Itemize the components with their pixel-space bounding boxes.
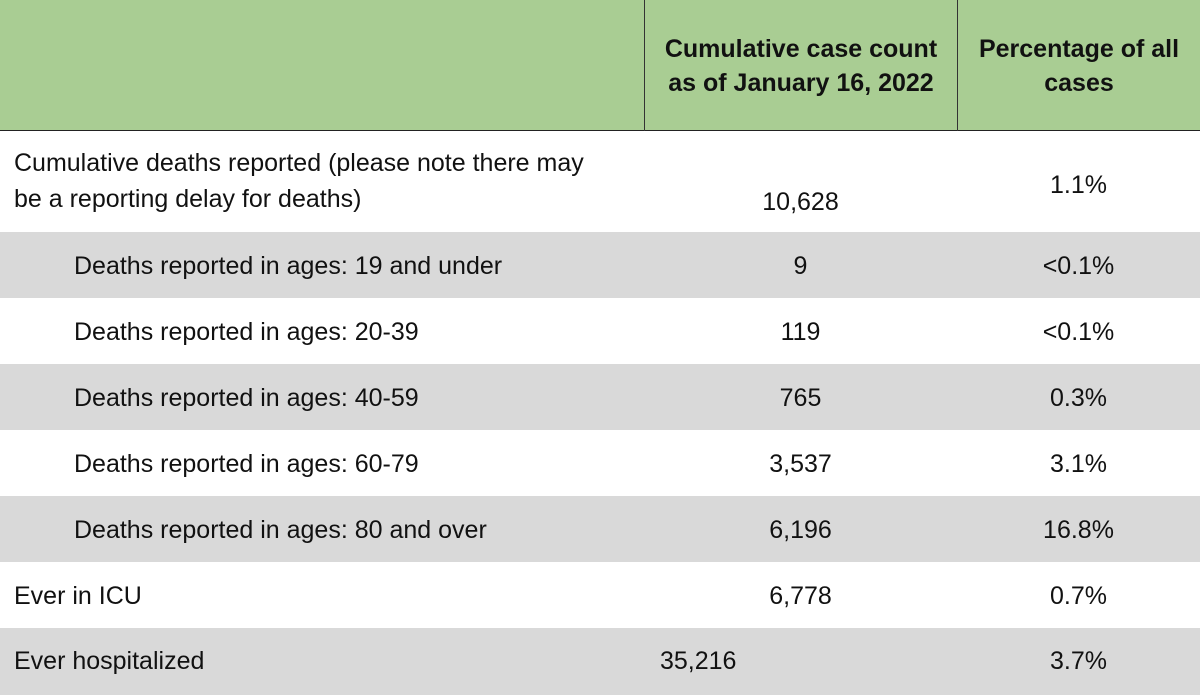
row-count: 9 [793, 252, 808, 280]
row-count: 10,628 [762, 188, 839, 216]
table-row-ages-80-over: Deaths reported in ages: 80 and over 6,1… [0, 496, 1200, 562]
row-label: Deaths reported in ages: 20-39 [74, 318, 419, 346]
table-row-ever-icu: Ever in ICU 6,778 0.7% [0, 562, 1200, 628]
row-count: 3,537 [769, 450, 832, 478]
row-percentage: <0.1% [1042, 252, 1115, 280]
row-label-line1: Cumulative deaths reported (please note … [14, 149, 584, 177]
row-percentage: 0.3% [1050, 384, 1107, 412]
header-label-cell [0, 0, 644, 131]
row-count: 35,216 [660, 647, 737, 675]
row-label-line2: be a reporting delay for deaths) [14, 185, 362, 213]
row-percentage: <0.1% [1042, 318, 1115, 346]
row-count: 6,196 [769, 516, 832, 544]
table-row-ages-20-39: Deaths reported in ages: 20-39 119 <0.1% [0, 298, 1200, 364]
table-row-ages-40-59: Deaths reported in ages: 40-59 765 0.3% [0, 364, 1200, 430]
row-percentage: 3.7% [1050, 647, 1107, 675]
row-percentage: 16.8% [1043, 516, 1114, 544]
row-label: Ever in ICU [14, 582, 142, 610]
row-percentage: 0.7% [1050, 582, 1107, 610]
row-count: 6,778 [769, 582, 832, 610]
table-row-cumulative-deaths: Cumulative deaths reported (please note … [0, 131, 1200, 232]
row-label: Deaths reported in ages: 60-79 [74, 450, 419, 478]
table-row-ages-60-79: Deaths reported in ages: 60-79 3,537 3.1… [0, 430, 1200, 496]
header-cumulative-count: Cumulative case count as of January 16, … [644, 0, 957, 131]
row-percentage: 1.1% [1050, 171, 1107, 199]
row-label: Deaths reported in ages: 80 and over [74, 516, 487, 544]
table-row-ever-hospitalized: Ever hospitalized 35,216 3.7% [0, 628, 1200, 695]
row-label: Deaths reported in ages: 19 and under [74, 252, 503, 280]
table-row-ages-19-under: Deaths reported in ages: 19 and under 9 … [0, 232, 1200, 298]
row-count: 119 [780, 318, 821, 346]
row-label: Deaths reported in ages: 40-59 [74, 384, 419, 412]
row-label: Ever hospitalized [14, 647, 205, 675]
row-percentage: 3.1% [1050, 450, 1107, 478]
row-count: 765 [779, 384, 822, 412]
table-header: Cumulative case count as of January 16, … [0, 0, 1200, 131]
header-percentage: Percentage of all cases [957, 0, 1200, 131]
